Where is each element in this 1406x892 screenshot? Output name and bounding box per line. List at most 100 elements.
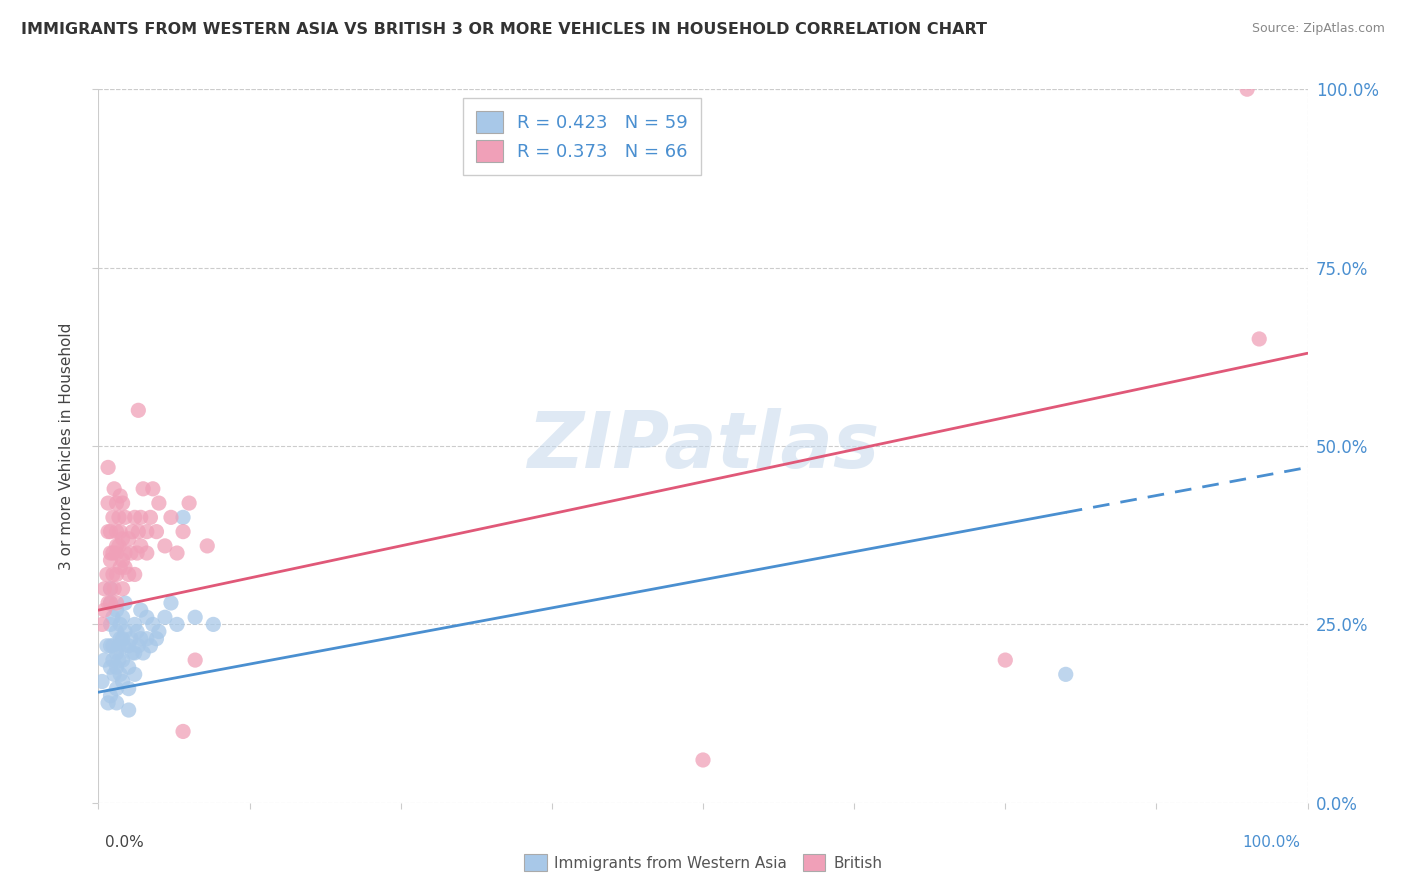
- Point: [105, 696, 128, 710]
- Point: [101, 653, 124, 667]
- Point: [129, 632, 152, 646]
- Point: [111, 674, 134, 689]
- Point: [118, 703, 141, 717]
- Point: [166, 617, 188, 632]
- Point: [105, 539, 128, 553]
- Point: [100, 524, 122, 539]
- Point: [118, 660, 141, 674]
- Point: [91, 674, 114, 689]
- Point: [100, 689, 122, 703]
- Point: [96, 567, 118, 582]
- Point: [142, 617, 165, 632]
- Point: [195, 539, 218, 553]
- Point: [93, 603, 115, 617]
- Point: [1249, 332, 1271, 346]
- Point: [184, 653, 207, 667]
- Point: [97, 596, 120, 610]
- Point: [100, 617, 122, 632]
- Point: [108, 560, 131, 574]
- Point: [184, 610, 207, 624]
- Point: [101, 610, 124, 624]
- Point: [105, 624, 128, 639]
- Point: [101, 567, 124, 582]
- Y-axis label: 3 or more Vehicles in Household: 3 or more Vehicles in Household: [59, 322, 75, 570]
- Point: [135, 632, 157, 646]
- Point: [124, 617, 146, 632]
- Point: [124, 567, 146, 582]
- Point: [160, 510, 183, 524]
- Point: [127, 639, 149, 653]
- Point: [148, 496, 170, 510]
- Point: [114, 546, 136, 560]
- Point: [100, 596, 122, 610]
- Point: [118, 681, 141, 696]
- Point: [91, 617, 114, 632]
- Point: [132, 646, 155, 660]
- Point: [142, 482, 165, 496]
- Point: [135, 610, 157, 624]
- Point: [101, 546, 124, 560]
- Point: [111, 632, 134, 646]
- Point: [124, 510, 146, 524]
- Point: [111, 653, 134, 667]
- Point: [172, 510, 194, 524]
- Point: [108, 510, 131, 524]
- Point: [129, 539, 152, 553]
- Text: IMMIGRANTS FROM WESTERN ASIA VS BRITISH 3 OR MORE VEHICLES IN HOUSEHOLD CORRELAT: IMMIGRANTS FROM WESTERN ASIA VS BRITISH …: [21, 22, 987, 37]
- Legend: R = 0.423   N = 59, R = 0.373   N = 66: R = 0.423 N = 59, R = 0.373 N = 66: [464, 98, 700, 175]
- Point: [129, 510, 152, 524]
- Point: [145, 632, 167, 646]
- Point: [118, 532, 141, 546]
- Point: [97, 496, 120, 510]
- Point: [108, 639, 131, 653]
- Point: [105, 546, 128, 560]
- Point: [202, 617, 225, 632]
- Point: [127, 546, 149, 560]
- Point: [111, 610, 134, 624]
- Point: [127, 403, 149, 417]
- Point: [118, 567, 141, 582]
- Point: [127, 524, 149, 539]
- Point: [96, 639, 118, 653]
- Point: [139, 510, 162, 524]
- Point: [108, 653, 131, 667]
- Point: [124, 646, 146, 660]
- Point: [121, 524, 143, 539]
- Point: [105, 496, 128, 510]
- Text: Source: ZipAtlas.com: Source: ZipAtlas.com: [1251, 22, 1385, 36]
- Point: [111, 553, 134, 567]
- Point: [105, 603, 128, 617]
- Point: [114, 560, 136, 574]
- Legend: Immigrants from Western Asia, British: Immigrants from Western Asia, British: [517, 848, 889, 877]
- Point: [111, 532, 134, 546]
- Point: [118, 639, 141, 653]
- Point: [100, 596, 122, 610]
- Point: [108, 524, 131, 539]
- Point: [105, 681, 128, 696]
- Point: [108, 489, 131, 503]
- Point: [103, 482, 125, 496]
- Point: [101, 639, 124, 653]
- Text: 0.0%: 0.0%: [105, 836, 145, 850]
- Point: [1236, 82, 1258, 96]
- Point: [108, 539, 131, 553]
- Point: [103, 667, 125, 681]
- Point: [139, 639, 162, 653]
- Point: [105, 596, 128, 610]
- Point: [97, 460, 120, 475]
- Point: [1054, 667, 1077, 681]
- Point: [112, 639, 135, 653]
- Point: [105, 660, 128, 674]
- Point: [135, 524, 157, 539]
- Point: [100, 639, 122, 653]
- Point: [100, 546, 122, 560]
- Text: ZIPatlas: ZIPatlas: [527, 408, 879, 484]
- Point: [153, 610, 176, 624]
- Point: [105, 524, 128, 539]
- Point: [103, 582, 125, 596]
- Point: [97, 524, 120, 539]
- Point: [124, 667, 146, 681]
- Point: [114, 510, 136, 524]
- Text: 100.0%: 100.0%: [1243, 836, 1301, 850]
- Point: [93, 653, 115, 667]
